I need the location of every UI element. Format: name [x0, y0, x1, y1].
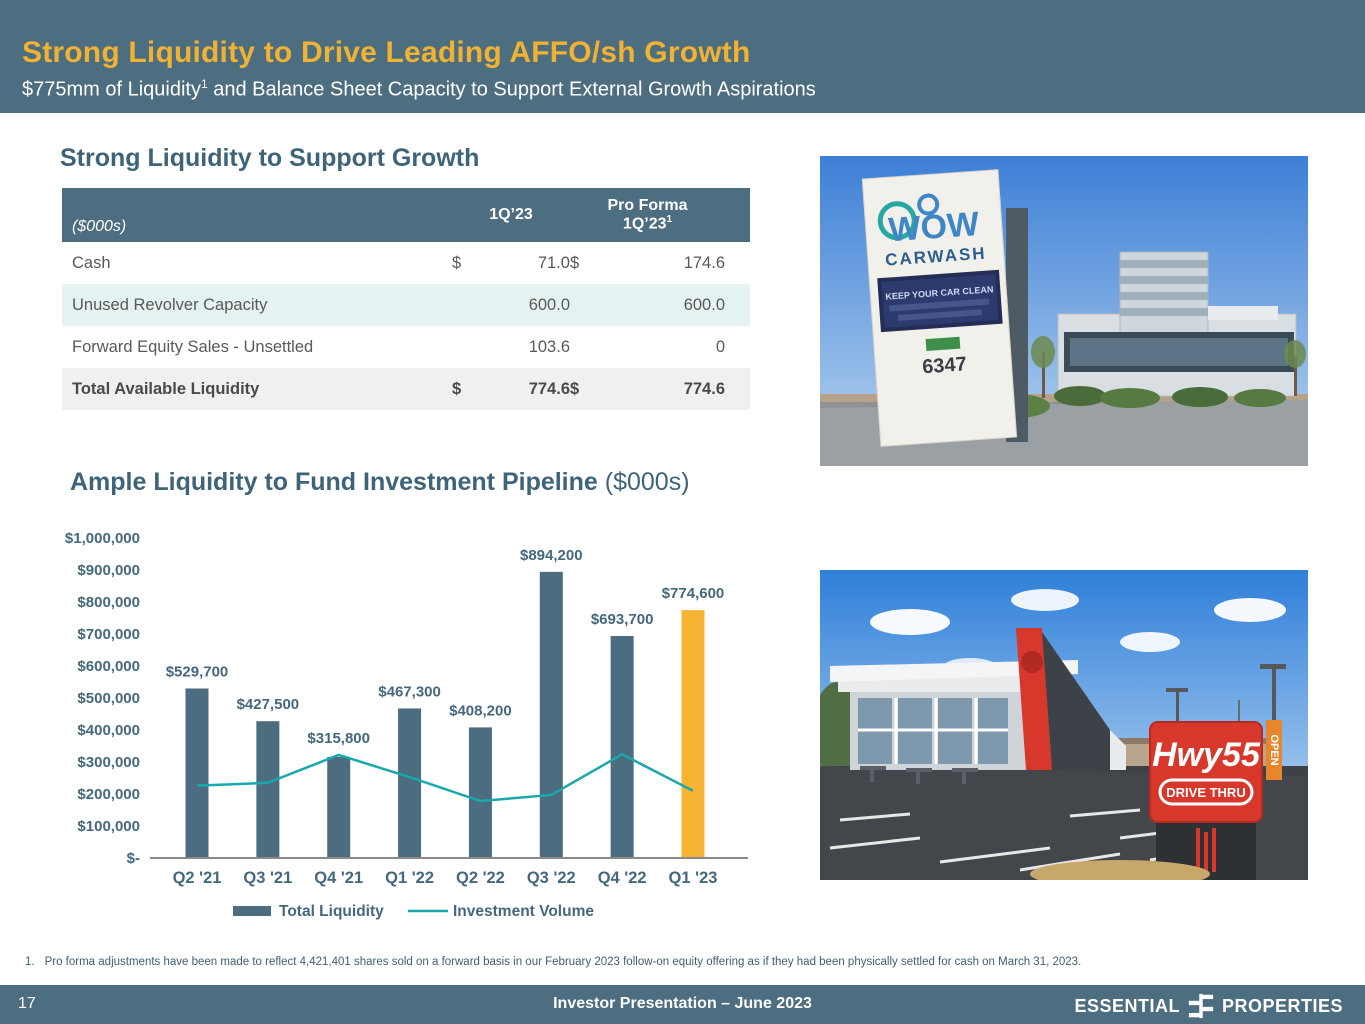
x-tick-label: Q4 '22 — [598, 869, 647, 887]
x-tick-label: Q1 '22 — [385, 869, 434, 887]
bar-line-chart: $1,000,000 $900,000 $800,000 $700,000 $600,0… — [65, 530, 748, 920]
row-value: 600.0 — [528, 295, 570, 314]
essential-properties-logo-icon — [1188, 993, 1214, 1019]
bar-value-label: $529,700 — [166, 663, 229, 680]
footer-title: Investor Presentation – June 2023 — [553, 995, 812, 1012]
chart-bar — [539, 571, 563, 858]
photo-wow-carwash: WOW CARWASH KEEP YOUR CAR CLEAN 6347 — [820, 156, 1308, 466]
y-tick-label: $900,000 — [77, 562, 140, 579]
hwy55-sign-text: Hwy55 — [1152, 736, 1261, 774]
liquidity-section-heading: Strong Liquidity to Support Growth — [60, 144, 480, 172]
drive-thru-text: DRIVE THRU — [1166, 785, 1245, 800]
y-tick-label: $200,000 — [77, 786, 140, 803]
wow-logo-text: WOW — [887, 205, 981, 249]
row-currency: $ — [452, 253, 462, 272]
bar-value-label: $408,200 — [449, 702, 512, 719]
chart-bar — [681, 610, 705, 858]
chart-title: Ample Liquidity to Fund Investment Pipel… — [70, 468, 598, 496]
footer-band: 17 Investor Presentation – June 2023 ESS… — [0, 985, 1365, 1024]
y-tick-label: $1,000,000 — [65, 530, 140, 547]
proforma-line1: Pro Forma — [607, 196, 688, 214]
chart-bar — [398, 708, 422, 858]
wow-carwash-illustration: WOW CARWASH KEEP YOUR CAR CLEAN 6347 — [820, 156, 1308, 466]
slide-subtitle: $775mm of Liquidity1 and Balance Sheet C… — [22, 77, 816, 102]
table-col-1q23: 1Q’23 — [489, 206, 533, 224]
proforma-footnote-ref: 1 — [666, 214, 673, 226]
x-tick-label: Q1 '23 — [669, 869, 718, 887]
legend-line-label: Investment Volume — [453, 903, 594, 920]
row-label: Total Available Liquidity — [72, 379, 260, 398]
row-label: Unused Revolver Capacity — [72, 295, 268, 314]
y-tick-label: $600,000 — [77, 658, 140, 675]
hwy55-illustration: Hwy55 DRIVE THRU OPEN — [820, 570, 1308, 880]
table-row: Cash $ 71.0 $ 174.6 — [62, 242, 750, 284]
subtitle-suffix: and Balance Sheet Capacity to Support Ex… — [207, 78, 816, 101]
x-tick-label: Q2 '22 — [456, 869, 505, 887]
proforma-line2: 1Q’23 — [622, 215, 667, 233]
row-value: 0 — [715, 337, 725, 356]
bar-value-label: $894,200 — [520, 547, 583, 564]
y-tick-label: $100,000 — [77, 818, 140, 835]
table-row-total: Total Available Liquidity $ 774.6 $ 774.… — [62, 368, 750, 410]
row-currency: $ — [570, 379, 580, 398]
table-col-proforma: Pro Forma 1Q’231 — [570, 197, 725, 234]
liquidity-table: ($000s) 1Q’23 Pro Forma 1Q’231 Cash $ 71.… — [62, 188, 750, 410]
row-value: 774.6 — [683, 379, 725, 398]
liquidity-chart: $1,000,000 $900,000 $800,000 $700,000 $600,0… — [0, 525, 770, 940]
row-currency: $ — [570, 253, 580, 272]
chart-bar — [468, 727, 492, 858]
x-tick-label: Q2 '21 — [173, 869, 222, 887]
chart-bar — [185, 688, 209, 858]
row-label: Forward Equity Sales - Unsettled — [72, 337, 314, 356]
x-tick-label: Q3 '21 — [243, 869, 292, 887]
photo-hwy55-restaurant: Hwy55 DRIVE THRU OPEN — [820, 570, 1308, 880]
open-flag-text: OPEN — [1268, 734, 1280, 765]
legend-bar-label: Total Liquidity — [279, 903, 384, 920]
row-value: 71.0 — [537, 253, 570, 272]
subtitle-prefix: $775mm of Liquidity — [22, 78, 201, 101]
y-tick-label: $500,000 — [77, 690, 140, 707]
table-row: Unused Revolver Capacity 600.0 600.0 — [62, 284, 750, 326]
bar-value-label: $774,600 — [662, 585, 725, 602]
chart-section-heading: Ample Liquidity to Fund Investment Pipel… — [70, 468, 690, 497]
liquidity-table-header: ($000s) 1Q’23 Pro Forma 1Q’231 — [62, 188, 750, 242]
bar-value-label: $467,300 — [378, 683, 441, 700]
chart-unit: ($000s) — [604, 468, 690, 496]
subtitle-footnote-ref: 1 — [200, 77, 208, 91]
row-label: Cash — [72, 253, 111, 272]
bar-value-label: $315,800 — [307, 730, 370, 747]
company-logo: ESSENTIAL PROPERTIES — [1074, 993, 1343, 1019]
table-row: Forward Equity Sales - Unsettled 103.6 0 — [62, 326, 750, 368]
y-tick-label: $800,000 — [77, 594, 140, 611]
footnote-number: 1. — [25, 956, 35, 968]
y-tick-label: $400,000 — [77, 722, 140, 739]
header-band: Strong Liquidity to Drive Leading AFFO/s… — [0, 0, 1365, 113]
bar-value-label: $693,700 — [591, 611, 654, 628]
row-value: 774.6 — [528, 379, 570, 398]
page-number: 17 — [18, 995, 36, 1012]
chart-bar — [327, 756, 351, 858]
y-tick-label: $300,000 — [77, 754, 140, 771]
x-tick-label: Q4 '21 — [314, 869, 363, 887]
slide-title: Strong Liquidity to Drive Leading AFFO/s… — [22, 36, 751, 69]
footnote: 1. Pro forma adjustments have been made t… — [25, 956, 1205, 968]
row-value: 600.0 — [683, 295, 725, 314]
row-value: 174.6 — [683, 253, 725, 272]
footnote-text: Pro forma adjustments have been made to … — [44, 956, 1082, 968]
chart-line — [196, 752, 694, 803]
row-value: 103.6 — [528, 337, 570, 356]
chart-bar — [256, 721, 280, 858]
logo-text-essential: ESSENTIAL — [1074, 995, 1180, 1016]
y-tick-label: $- — [127, 850, 140, 867]
legend-bar-swatch — [233, 906, 271, 916]
chart-bar — [610, 636, 634, 858]
table-unit-label: ($000s) — [72, 218, 127, 235]
bar-value-label: $427,500 — [237, 696, 300, 713]
row-currency: $ — [452, 379, 462, 398]
y-tick-label: $700,000 — [77, 626, 140, 643]
x-tick-label: Q3 '22 — [527, 869, 576, 887]
sign-address: 6347 — [922, 353, 968, 378]
logo-text-properties: PROPERTIES — [1221, 995, 1343, 1016]
